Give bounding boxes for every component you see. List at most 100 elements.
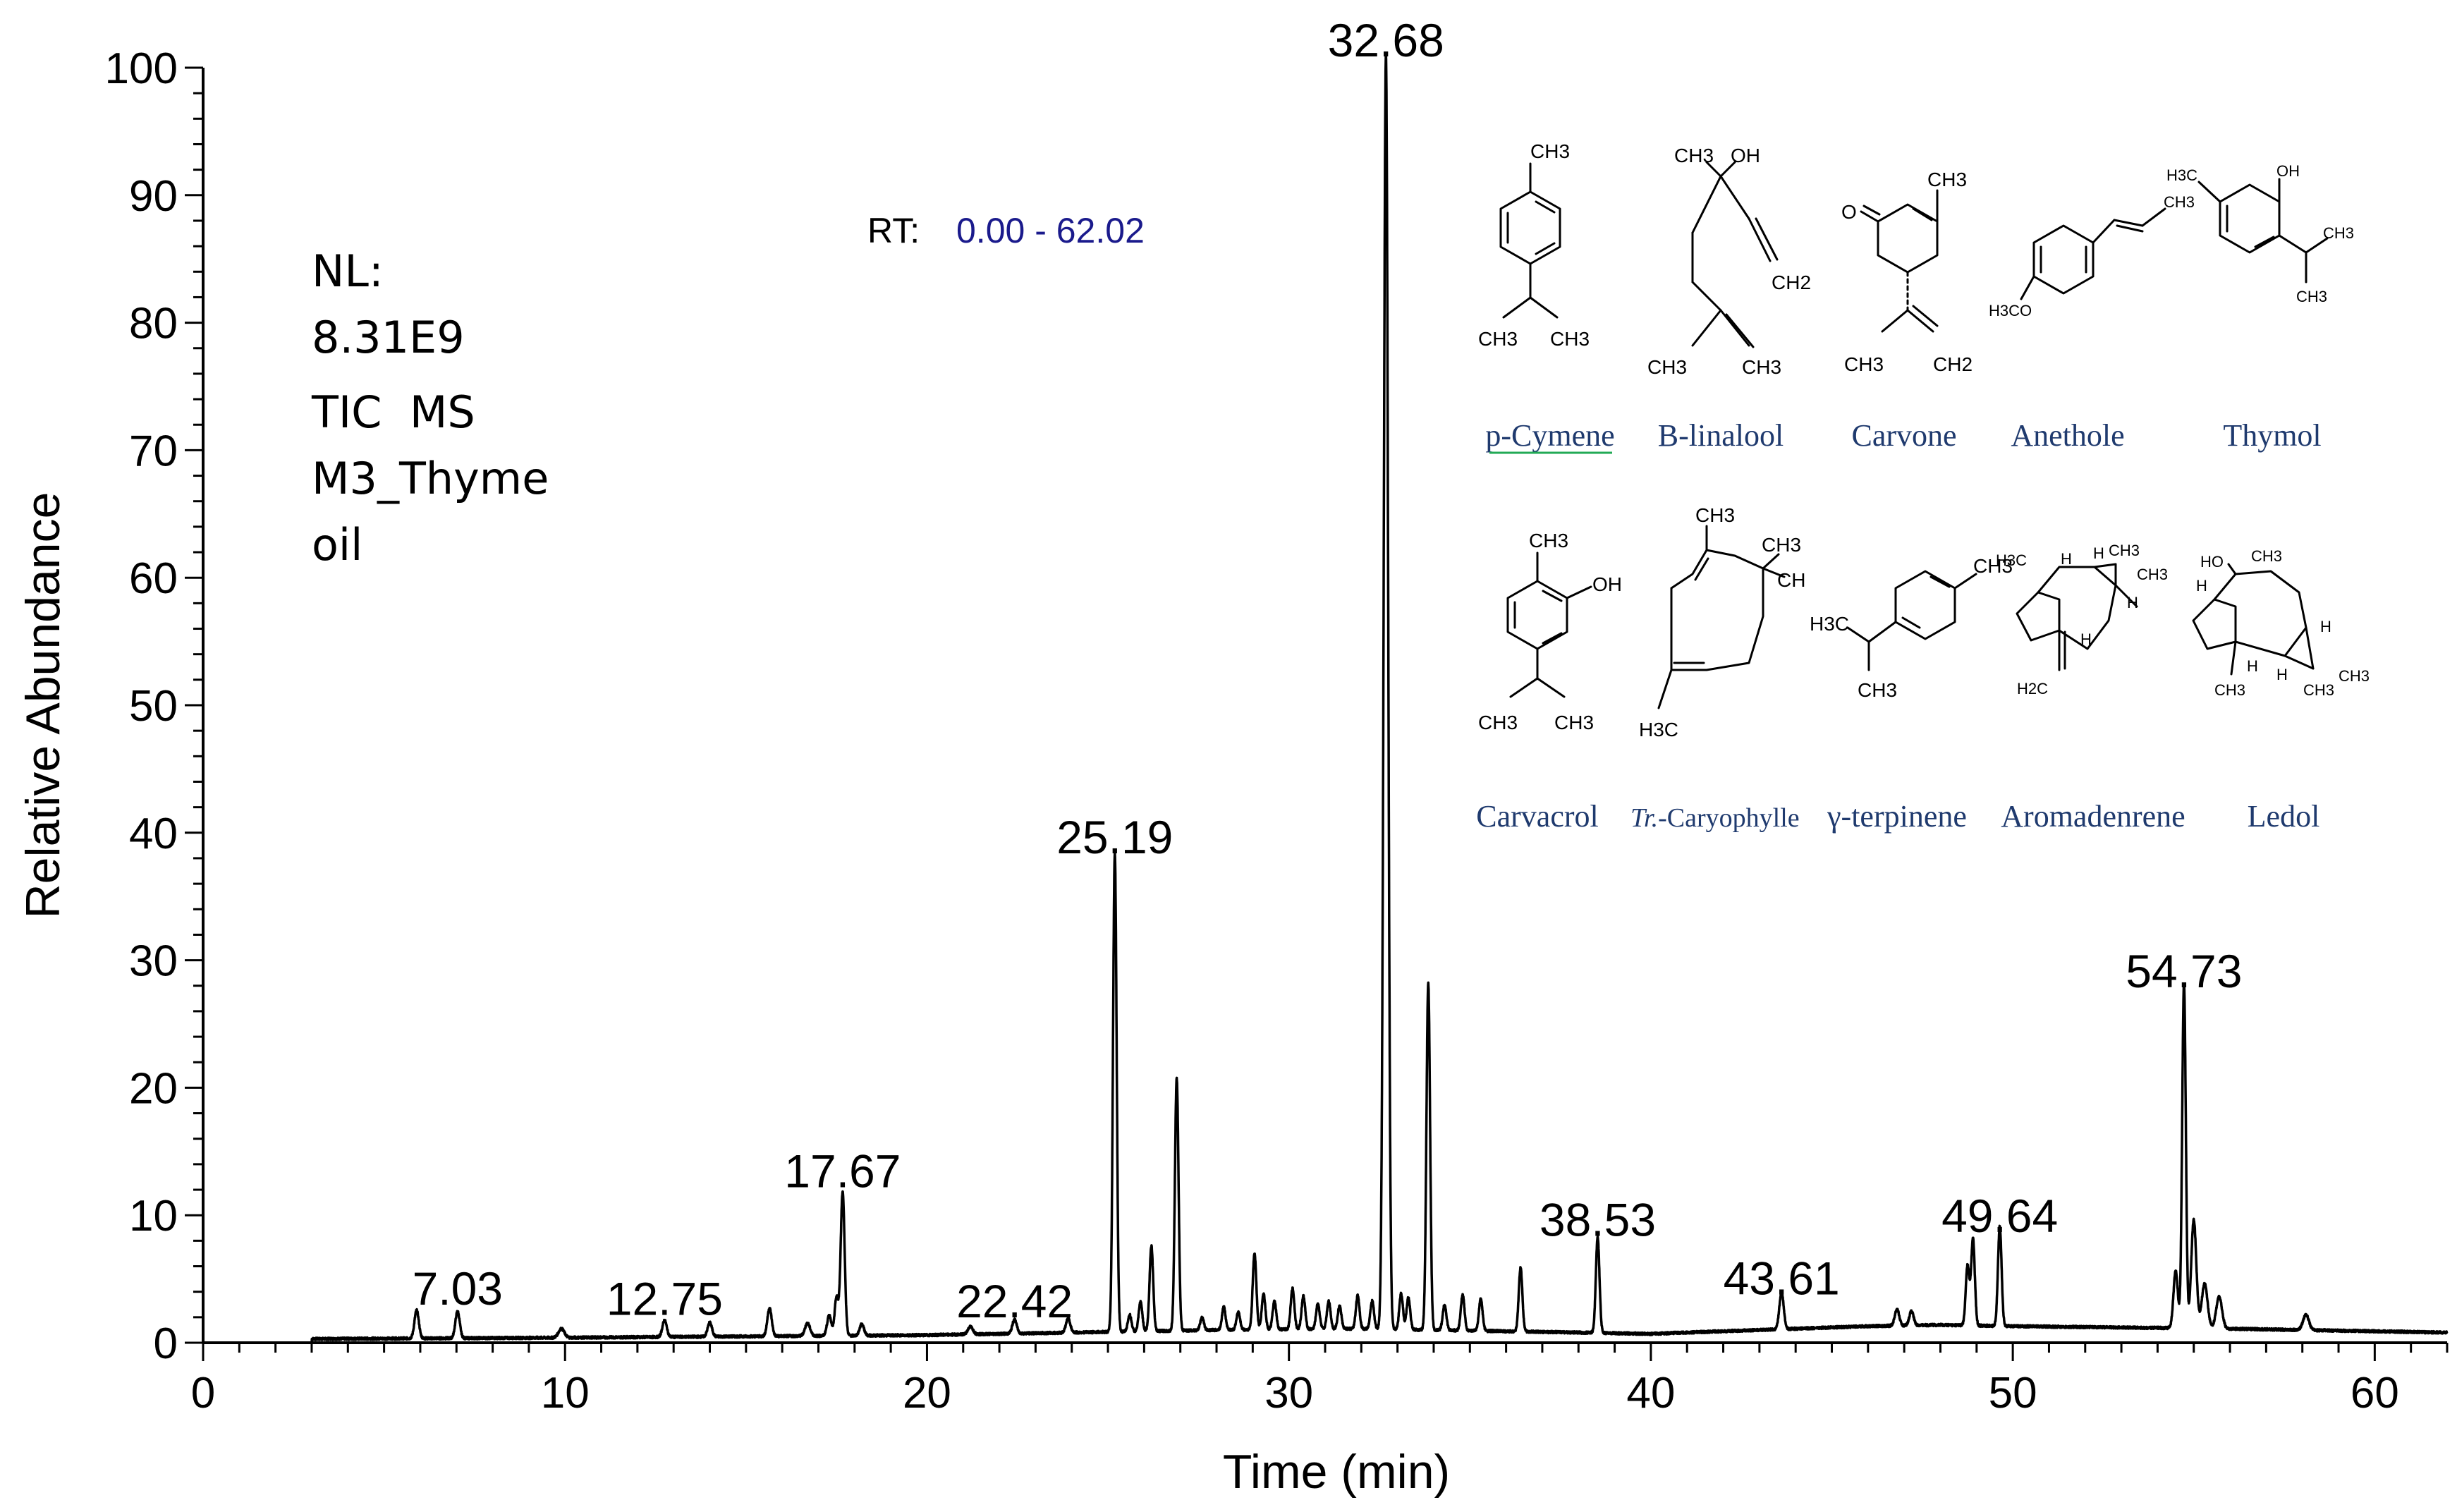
structure-aromadenrene: H3C H H CH3 CH3 H H H2C (1996, 542, 2168, 697)
structure-name-aromadenrene: Aromadenrene (2001, 799, 2185, 834)
atom-label: CH3 (2296, 288, 2327, 305)
x-tick-label: 40 (1626, 1369, 1675, 1418)
x-tick-label: 10 (541, 1369, 590, 1418)
structure-name-caryophyllene: Tr.-Caryophylle (1630, 803, 1800, 833)
atom-label: H3C (1810, 613, 1849, 635)
peak-label: 12.75 (606, 1272, 723, 1324)
peak-label: 38.53 (1540, 1193, 1656, 1245)
y-tick-label: 20 (129, 1064, 178, 1113)
structure-p-cymene: CH3 CH3 CH3 (1478, 140, 1590, 350)
rt-label: RT: (867, 211, 920, 250)
rt-range: 0.00 - 62.02 (956, 211, 1145, 250)
sample-name-line1: M3_Thyme (312, 453, 549, 504)
atom-label: CH3 (1973, 555, 2013, 577)
peak-label: 43.61 (1724, 1252, 1840, 1305)
y-axis-ticks (185, 66, 203, 1344)
y-axis-title: Relative Abundance (16, 492, 70, 919)
x-tick-label: 50 (1989, 1369, 2037, 1418)
y-axis-tick-labels: 0 10 20 30 40 50 60 70 80 90 100 (105, 44, 178, 1368)
structure-anethole: CH3 H3CO (1989, 193, 2195, 319)
atom-label: CH3 (2214, 681, 2245, 699)
structure-thymol: H3C OH CH3 CH3 (2166, 162, 2354, 305)
atom-label: HO (2200, 553, 2224, 571)
peak-label: 32.68 (1328, 14, 1444, 66)
atom-label: CH3 (2323, 224, 2354, 242)
atom-label: CH3 (2251, 547, 2282, 565)
structure-name-thymol: Thymol (2223, 418, 2321, 453)
structure-carvacrol: CH3 OH CH3 CH3 (1478, 530, 1622, 733)
atom-label: CH3 (1554, 712, 1594, 733)
caryophyllene-suffix: -Caryophylle (1658, 803, 1800, 833)
atom-label: CH3 (1647, 356, 1687, 378)
atom-label: CH3 (1858, 679, 1897, 701)
atom-label: OH (1731, 145, 1760, 166)
peak-label: 7.03 (413, 1262, 503, 1315)
atom-label: CH3 (2303, 681, 2334, 699)
y-tick-label: 0 (154, 1319, 178, 1368)
atom-label: CH3 (1529, 530, 1568, 551)
atom-label: H (2320, 618, 2331, 635)
scan-type: TIC MS (311, 386, 475, 438)
atom-label: H (2276, 666, 2288, 683)
structure-ledol: HO CH3 H H H H CH3 CH3 CH3 (2192, 547, 2370, 699)
info-block: NL: 8.31E9 TIC MS M3_Thyme oil (311, 245, 549, 571)
atom-label: CH3 (1762, 534, 1801, 556)
atom-label: OH (1592, 573, 1622, 595)
atom-label: CH3 (2339, 667, 2370, 685)
x-tick-label: 20 (903, 1369, 951, 1418)
atom-label: H (2061, 550, 2072, 568)
atom-label: CH3 (2164, 193, 2195, 211)
atom-label: OH (2276, 162, 2300, 180)
atom-label: CH2 (1772, 272, 1811, 293)
atom-label: CH3 (1530, 140, 1570, 162)
atom-label: CH3 (1695, 504, 1735, 526)
atom-label: H3C (1639, 719, 1678, 740)
atom-label: CH3 (1478, 712, 1518, 733)
atom-label: H3CO (1989, 302, 2032, 319)
atom-label: CH3 (2137, 566, 2168, 583)
y-tick-label: 40 (129, 810, 178, 858)
structure-name-g-terpinene: γ-terpinene (1827, 799, 1967, 834)
structure-carvone: CH3 O CH3 CH2 (1841, 169, 1973, 375)
structure-name-anethole: Anethole (2011, 418, 2124, 453)
structure-panel: CH3 CH3 CH3 CH3 OH CH2 CH3 CH3 (1476, 140, 2370, 834)
rt-range-readout: RT: 0.00 - 62.02 (867, 211, 1145, 250)
atom-label: H (2196, 577, 2207, 595)
caryophyllene-prefix: Tr. (1630, 803, 1658, 833)
peak-label: 54.73 (2126, 945, 2242, 997)
atom-label: CH3 (1927, 169, 1967, 190)
structure-name-ledol: Ledol (2248, 799, 2320, 834)
structure-caryophyllene: CH3 CH3 CH H3C (1639, 504, 1805, 740)
atom-label: CH2 (1933, 353, 1973, 375)
atom-label: H (2247, 657, 2258, 675)
structure-name-p-cymene: p-Cymene (1485, 418, 1614, 453)
peak-labels: 7.03 12.75 17.67 22.42 25.19 32.68 38.53 43.61 4… (413, 14, 2243, 1327)
y-tick-label: 50 (129, 682, 178, 731)
atom-label: CH3 (1550, 328, 1590, 350)
x-tick-label: 30 (1264, 1369, 1313, 1418)
atom-label: H3C (2166, 166, 2197, 184)
structure-g-terpinene: CH3 H3C CH3 (1810, 555, 2013, 701)
x-tick-label: 0 (191, 1369, 215, 1418)
x-tick-label: 60 (2351, 1369, 2399, 1418)
atom-label: CH3 (2109, 542, 2140, 559)
structure-b-linalool: CH3 OH CH2 CH3 CH3 (1647, 145, 1811, 378)
atom-label: H (2080, 630, 2092, 648)
atom-label: H (2093, 544, 2104, 562)
y-tick-label: 80 (129, 300, 178, 348)
structure-name-carvacrol: Carvacrol (1476, 799, 1598, 834)
atom-label: H3C (1996, 551, 2027, 569)
peak-label: 49.64 (1941, 1190, 2058, 1242)
x-axis-ticks (202, 1343, 2449, 1361)
x-axis-title: Time (min) (1223, 1445, 1450, 1499)
x-axis-tick-labels: 0 10 20 30 40 50 60 (191, 1369, 2399, 1418)
y-tick-label: 30 (129, 937, 178, 986)
y-tick-label: 100 (105, 44, 178, 93)
y-tick-label: 10 (129, 1192, 178, 1240)
chromatogram-trace (202, 51, 2449, 1344)
atom-label: CH3 (1742, 356, 1781, 378)
structure-name-b-linalool: B-linalool (1658, 418, 1784, 453)
peak-label: 17.67 (784, 1145, 901, 1197)
